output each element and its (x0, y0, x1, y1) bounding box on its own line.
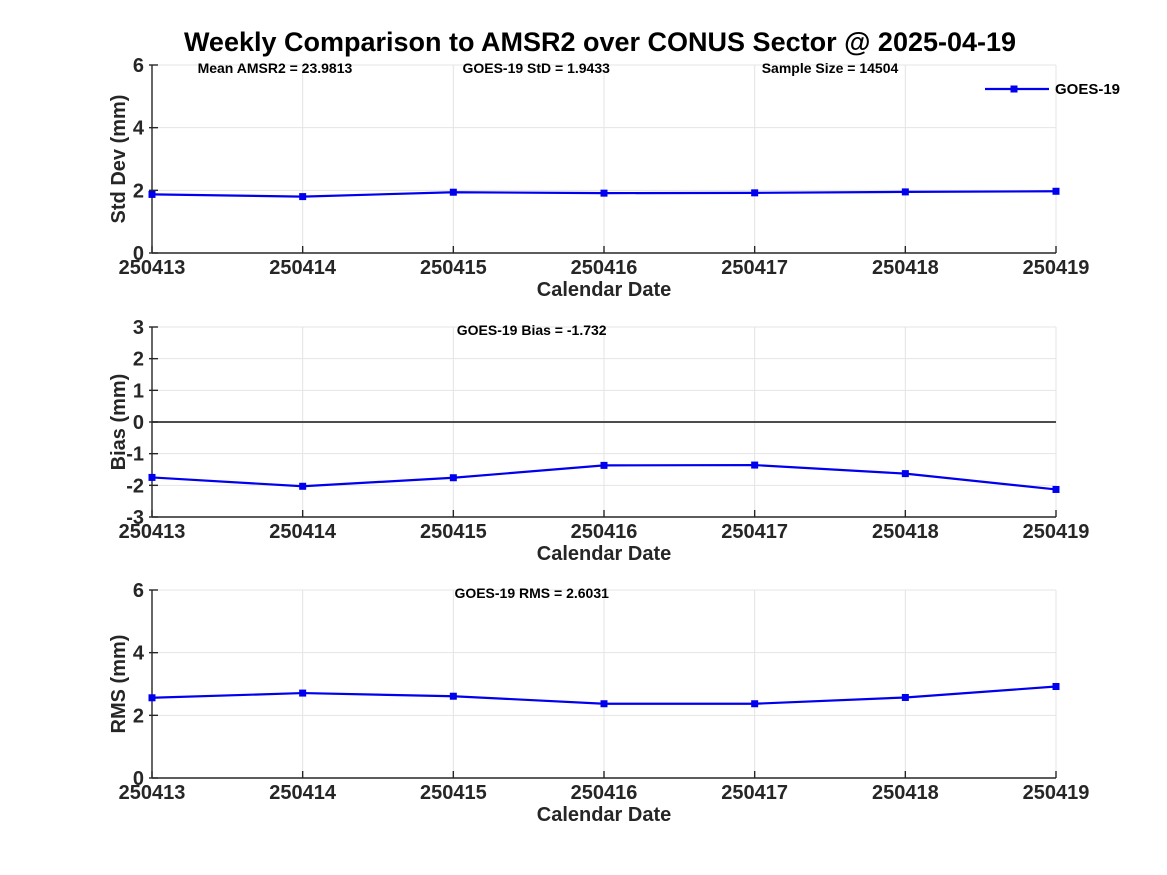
data-point (600, 700, 608, 708)
x-axis-label: Calendar Date (537, 804, 672, 826)
legend-line-sample (985, 85, 1049, 93)
y-tick-label: 1 (133, 380, 144, 402)
x-tick-label: 250415 (420, 782, 487, 804)
y-tick-label: 2 (133, 705, 144, 727)
x-tick-label: 250418 (872, 257, 939, 279)
x-tick-label: 250414 (269, 782, 337, 804)
data-point (751, 189, 759, 197)
x-axis-label: Calendar Date (537, 543, 672, 565)
x-tick-label: 250414 (269, 257, 337, 279)
x-tick-label: 250418 (872, 521, 939, 543)
data-point (1052, 187, 1060, 195)
data-point (148, 473, 156, 481)
data-point (600, 189, 608, 197)
data-point (901, 693, 909, 701)
x-tick-label: 250417 (721, 521, 788, 543)
data-point (299, 482, 307, 490)
y-axis-label: Std Dev (mm) (108, 95, 130, 224)
legend-label: GOES-19 (1055, 80, 1121, 98)
y-tick-label: 3 (133, 317, 144, 339)
y-tick-label: -3 (126, 507, 144, 529)
data-point (148, 190, 156, 198)
stat-annotation: GOES-19 Bias = -1.732 (457, 322, 607, 338)
x-tick-label: 250417 (721, 782, 788, 804)
data-point (449, 474, 457, 482)
data-point (299, 689, 307, 697)
data-point (901, 188, 909, 196)
x-tick-label: 250413 (119, 257, 186, 279)
data-point (751, 700, 759, 708)
data-point (449, 188, 457, 196)
y-tick-label: 0 (133, 768, 144, 790)
y-tick-label: 6 (133, 580, 144, 602)
data-point (449, 692, 457, 700)
x-tick-label: 250418 (872, 782, 939, 804)
x-axis-label: Calendar Date (537, 279, 672, 301)
x-tick-label: 250415 (420, 521, 487, 543)
x-tick-label: 250416 (571, 257, 638, 279)
y-tick-label: 0 (133, 412, 144, 434)
legend-marker (1010, 85, 1018, 93)
rms-subplot: 250413 250414 250415 250416 250417 250418 2504… (108, 580, 1089, 826)
std-dev-subplot: 250413 250414 250415 250416 250417 250418 2504… (108, 55, 1089, 301)
x-tick-label: 250413 (119, 782, 186, 804)
stat-annotation: GOES-19 StD = 1.9433 (462, 60, 610, 76)
x-tick-label: 250419 (1023, 782, 1090, 804)
x-tick-label: 250417 (721, 257, 788, 279)
x-tick-label: 250416 (571, 782, 638, 804)
y-tick-label: 2 (133, 180, 144, 202)
y-axis-label: RMS (mm) (108, 635, 130, 734)
data-point (751, 461, 759, 469)
y-tick-label: 0 (133, 243, 144, 265)
data-point (600, 461, 608, 469)
y-tick-label: 2 (133, 349, 144, 371)
data-point (1052, 683, 1060, 691)
stat-annotation: Mean AMSR2 = 23.9813 (198, 60, 353, 76)
x-tick-label: 250419 (1023, 257, 1090, 279)
y-tick-label: 4 (133, 118, 145, 140)
data-point (901, 470, 909, 478)
y-tick-label: 6 (133, 55, 144, 77)
y-tick-label: -1 (126, 444, 144, 466)
stat-annotation: Sample Size = 14504 (762, 60, 899, 76)
x-tick-label: 250415 (420, 257, 487, 279)
x-tick-label: 250416 (571, 521, 638, 543)
x-tick-label: 250419 (1023, 521, 1090, 543)
data-point (148, 694, 156, 702)
y-tick-label: -2 (126, 475, 144, 497)
x-tick-label: 250414 (269, 521, 337, 543)
stat-annotation: GOES-19 RMS = 2.6031 (454, 585, 609, 601)
data-point (299, 193, 307, 201)
data-point (1052, 485, 1060, 493)
y-tick-label: 4 (133, 643, 145, 665)
x-tick-label: 250413 (119, 521, 186, 543)
y-axis-label: Bias (mm) (108, 374, 130, 471)
bias-subplot: 250413 250414 250415 250416 250417 250418 2504… (108, 317, 1089, 565)
legend: GOES-19 (985, 80, 1121, 98)
figure-title: Weekly Comparison to AMSR2 over CONUS Se… (183, 27, 1017, 57)
